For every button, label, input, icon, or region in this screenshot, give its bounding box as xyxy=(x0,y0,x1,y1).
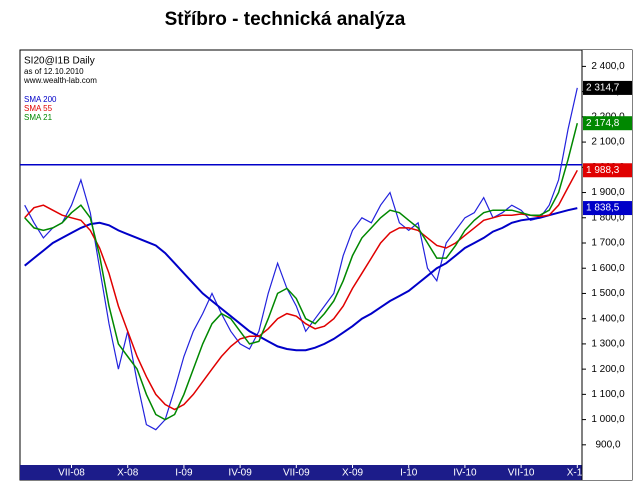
x-axis-strip xyxy=(20,465,582,480)
y-tick-label: 1 100,0 xyxy=(591,389,625,400)
x-tick-label: X-08 xyxy=(117,468,139,479)
source: www.wealth-lab.com xyxy=(23,76,97,85)
legend-entry: SMA 21 xyxy=(24,113,53,122)
y-tick-label: 1 600,0 xyxy=(591,263,625,274)
x-tick-label: IV-10 xyxy=(453,468,477,479)
x-tick-label: VII-09 xyxy=(283,468,310,479)
line xyxy=(24,207,578,352)
value-label: 1 838,5 xyxy=(586,203,620,214)
frame xyxy=(19,49,633,481)
symbol: SI20@I1B Daily xyxy=(24,56,95,67)
y-tick-label: 900,0 xyxy=(595,439,620,450)
x-tick-label: I-09 xyxy=(175,468,193,479)
x-tick-label: VII-08 xyxy=(58,468,85,479)
line xyxy=(24,123,579,421)
legend-entry: SMA 55 xyxy=(24,104,53,113)
y-tick-label: 1 200,0 xyxy=(591,364,625,375)
x-tick-label: VII-10 xyxy=(508,468,535,479)
y-tick-label: 1 800,0 xyxy=(591,212,625,223)
line xyxy=(24,87,578,431)
x-tick-label: I-10 xyxy=(400,468,418,479)
x-tick-label: X-10 xyxy=(567,468,589,479)
value-label: 2 174,8 xyxy=(586,118,620,129)
value-label-box xyxy=(583,201,632,216)
y-tick-label: 2 100,0 xyxy=(591,137,625,148)
y-tick-label: 1 400,0 xyxy=(591,313,625,324)
y-tick-label: 1 500,0 xyxy=(591,288,625,299)
value-label-box xyxy=(583,163,632,178)
x-tick-label: IV-09 xyxy=(228,468,252,479)
as-of: as of 12.10.2010 xyxy=(24,67,84,76)
legend-entry: SMA 200 xyxy=(24,95,57,104)
value-label-box xyxy=(583,116,632,131)
y-tick-label: 1 000,0 xyxy=(591,414,625,425)
y-tick-label: 1 300,0 xyxy=(591,339,625,350)
y-tick-label: 1 900,0 xyxy=(591,187,625,198)
chart-title: Stříbro - technická analýza xyxy=(165,9,406,30)
y-tick-label: 2 400,0 xyxy=(591,61,625,72)
value-label: 1 988,3 xyxy=(586,165,620,176)
value-label: 2 314,7 xyxy=(586,83,620,94)
y-tick-label: 1 700,0 xyxy=(591,238,625,249)
value-label-box xyxy=(583,80,632,95)
line xyxy=(24,169,578,411)
x-tick-label: X-09 xyxy=(342,468,364,479)
